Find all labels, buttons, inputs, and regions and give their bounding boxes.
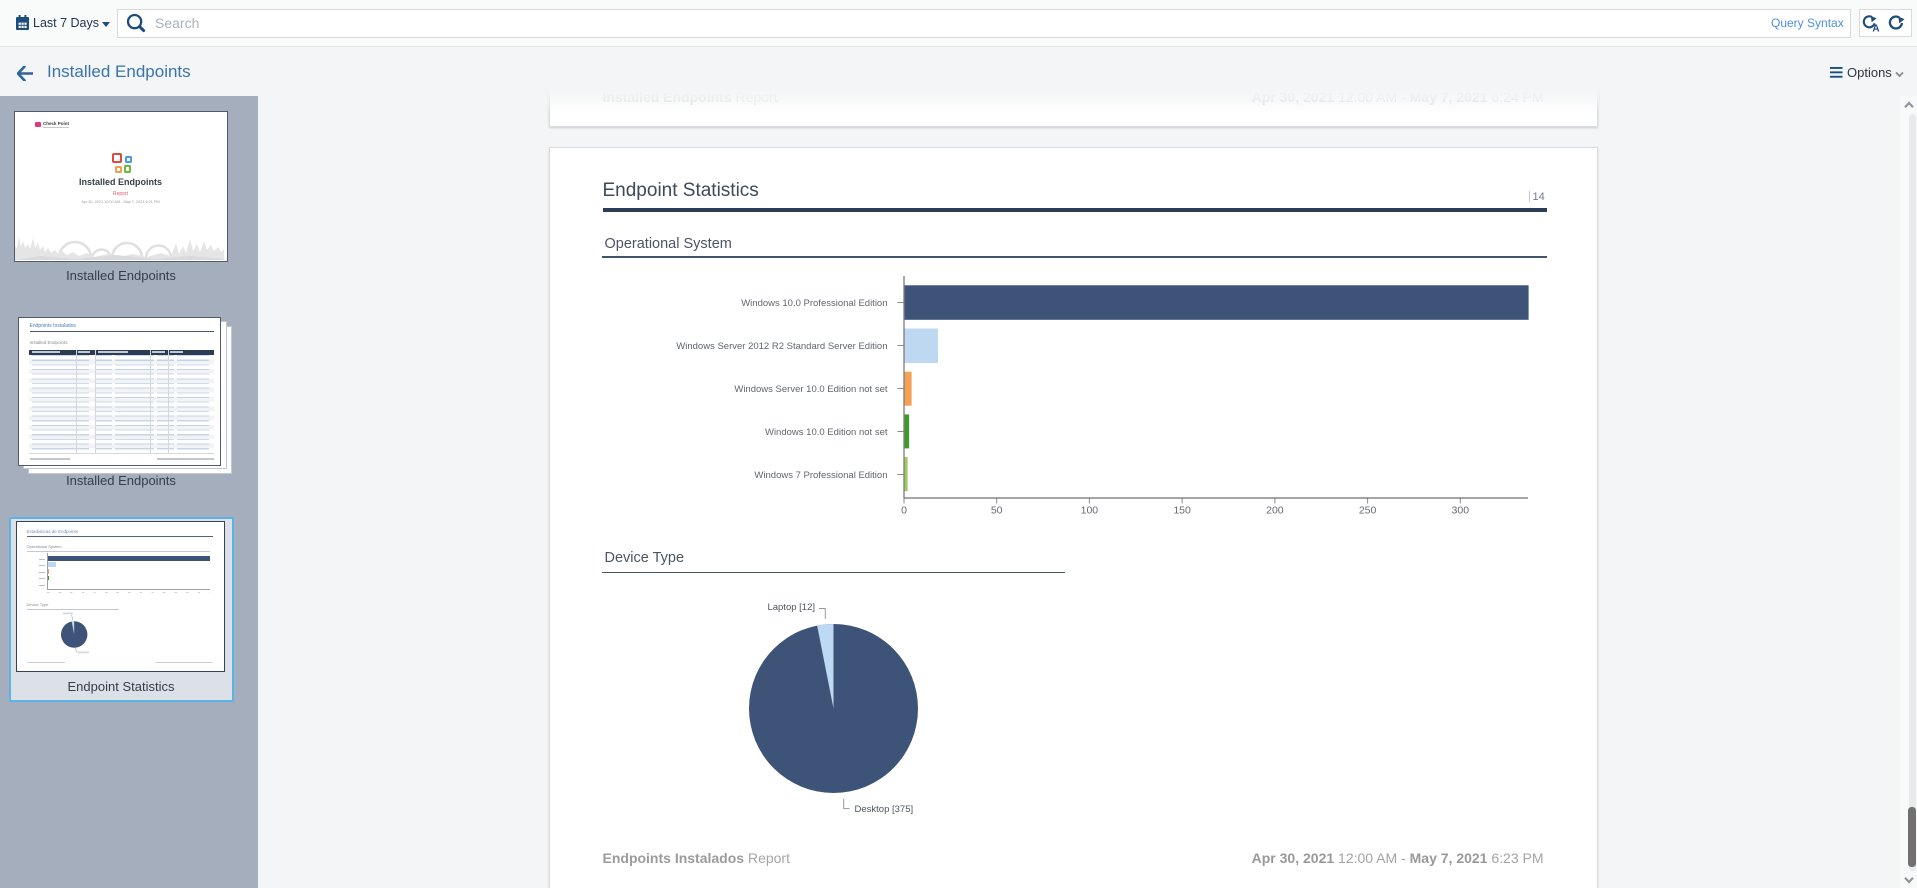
svg-text:150: 150 xyxy=(1173,505,1191,517)
svg-text:50: 50 xyxy=(991,505,1003,517)
svg-text:250: 250 xyxy=(1359,505,1377,517)
svg-text:200: 200 xyxy=(1266,505,1284,517)
svg-text:A: A xyxy=(1872,23,1879,33)
svg-text:Windows Server 2012 R2 Standar: Windows Server 2012 R2 Standard Server E… xyxy=(676,341,887,352)
svg-text:Desktop [375]: Desktop [375] xyxy=(855,804,914,815)
svg-text:Laptop [12]: Laptop [12] xyxy=(767,602,815,613)
svg-text:Windows 10.0 Professional Edit: Windows 10.0 Professional Edition xyxy=(741,298,887,309)
svg-text:Windows 7 Professional Edition: Windows 7 Professional Edition xyxy=(754,470,887,481)
svg-text:Windows 10.0 Edition not set: Windows 10.0 Edition not set xyxy=(765,427,888,438)
svg-text:300: 300 xyxy=(1452,505,1470,517)
svg-text:100: 100 xyxy=(1081,505,1099,517)
svg-text:0: 0 xyxy=(901,505,907,517)
svg-text:Windows Server 10.0 Edition no: Windows Server 10.0 Edition not set xyxy=(734,384,887,395)
